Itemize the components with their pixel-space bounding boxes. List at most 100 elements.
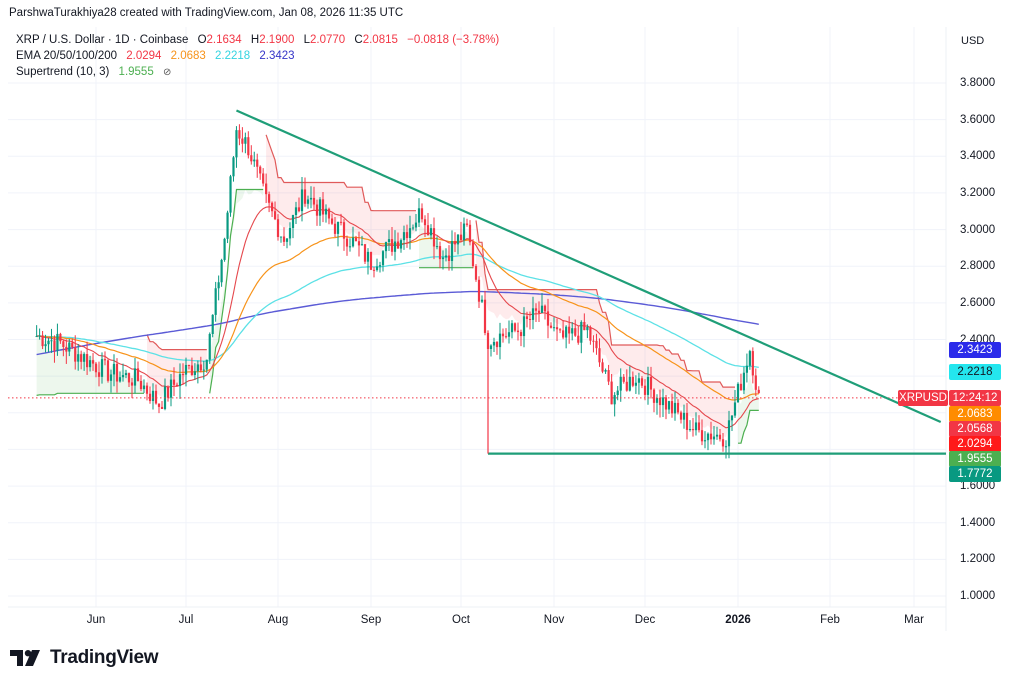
supertrend-row[interactable]: Supertrend (10, 3) 1.9555 ⊘ xyxy=(16,64,499,81)
candle-body xyxy=(324,208,328,215)
tradingview-logo-icon xyxy=(10,650,40,666)
candle-body xyxy=(580,321,583,343)
candle-body xyxy=(375,266,379,271)
candle-body xyxy=(363,244,367,262)
candle-body xyxy=(172,379,176,385)
candle-body xyxy=(193,371,197,375)
candle-body xyxy=(88,360,92,368)
candle-body xyxy=(474,266,478,280)
close-value: 2.0815 xyxy=(362,34,398,46)
candle-body xyxy=(112,363,116,375)
time-tick: Oct xyxy=(452,614,470,626)
price-label-support: 1.7772 xyxy=(949,466,1001,482)
candle-body xyxy=(423,219,427,226)
candle-body xyxy=(372,269,376,271)
candle-body xyxy=(250,155,253,162)
candle-body xyxy=(211,314,214,334)
candle-body xyxy=(238,130,241,139)
candle-body xyxy=(315,204,319,216)
candle-body xyxy=(366,251,370,262)
candle-body xyxy=(396,241,400,249)
candle-body xyxy=(438,246,442,260)
candle-body xyxy=(480,299,484,302)
candle-body xyxy=(453,241,457,245)
candle-body xyxy=(420,208,424,220)
high-value: 2.1900 xyxy=(259,34,295,46)
candle-body xyxy=(100,359,104,377)
candle-body xyxy=(468,224,472,243)
candle-body xyxy=(142,385,146,390)
price-tick: 1.4000 xyxy=(960,516,996,529)
candle-body xyxy=(498,333,502,348)
chart-area[interactable] xyxy=(8,27,1014,631)
ema100-line xyxy=(36,253,759,369)
price-chart[interactable] xyxy=(8,27,1014,631)
candle-body xyxy=(694,422,698,431)
candle-body xyxy=(139,381,143,390)
candle-body xyxy=(667,401,671,410)
candle-body xyxy=(742,372,746,391)
candle-body xyxy=(175,384,179,387)
candle-body xyxy=(297,207,301,212)
candle-body xyxy=(664,397,668,410)
candle-body xyxy=(80,354,83,362)
candle-body xyxy=(658,397,662,406)
candle-body xyxy=(196,364,199,372)
candle-body xyxy=(339,221,343,223)
symbol-title[interactable]: XRP / U.S. Dollar · 1D · Coinbase xyxy=(16,34,189,46)
candle-body xyxy=(489,345,493,349)
candle-body xyxy=(631,376,634,386)
candle-body xyxy=(571,328,574,334)
candle-body xyxy=(118,377,122,382)
candle-body xyxy=(303,189,307,204)
supertrend-down-line xyxy=(146,334,207,351)
candle-body xyxy=(700,430,704,442)
time-tick: Jun xyxy=(86,614,106,626)
candle-body xyxy=(229,176,232,213)
candle-body xyxy=(68,342,71,352)
candle-body xyxy=(256,159,259,167)
candle-body xyxy=(205,359,208,370)
candle-body xyxy=(465,223,469,225)
candle-body xyxy=(568,326,571,334)
candle-body xyxy=(71,342,74,348)
candle-body xyxy=(649,377,653,390)
candle-body xyxy=(47,340,50,345)
candle-body xyxy=(646,377,650,395)
low-value: 2.0770 xyxy=(310,34,346,46)
candle-body xyxy=(384,242,388,252)
candle-body xyxy=(652,389,656,403)
candle-body xyxy=(721,439,725,447)
price-tick: 1.0000 xyxy=(960,590,996,602)
candle-body xyxy=(184,364,188,375)
candle-body xyxy=(244,137,247,144)
candle-body xyxy=(628,376,631,391)
candle-body xyxy=(232,157,235,177)
price-label-ema50: 2.0683 xyxy=(949,406,1001,422)
candle-body xyxy=(330,218,334,224)
candle-body xyxy=(74,347,77,362)
candle-body xyxy=(444,255,448,258)
candle-body xyxy=(565,326,568,338)
candle-body xyxy=(259,166,262,174)
candle-body xyxy=(279,236,283,238)
tradingview-logo[interactable]: TradingView xyxy=(10,647,159,669)
candle-body xyxy=(345,238,349,247)
ema-label: EMA 20/50/100/200 xyxy=(16,50,118,62)
currency-label[interactable]: USD xyxy=(953,30,1007,52)
candle-body xyxy=(106,360,110,381)
candle-body xyxy=(622,376,625,382)
candle-body xyxy=(360,244,364,246)
candle-body xyxy=(291,215,295,228)
candle-body xyxy=(148,393,152,402)
candle-body xyxy=(241,138,244,144)
descending-trendline xyxy=(236,109,942,423)
candle-body xyxy=(130,382,134,386)
candle-body xyxy=(94,363,98,373)
ema200-value: 2.3423 xyxy=(259,50,295,62)
time-tick: Nov xyxy=(543,614,565,626)
candle-body xyxy=(616,390,619,396)
ema-row[interactable]: EMA 20/50/100/200 2.0294 2.0683 2.2218 2… xyxy=(16,48,499,64)
candle-body xyxy=(730,415,734,421)
eye-off-icon[interactable]: ⊘ xyxy=(162,67,172,78)
